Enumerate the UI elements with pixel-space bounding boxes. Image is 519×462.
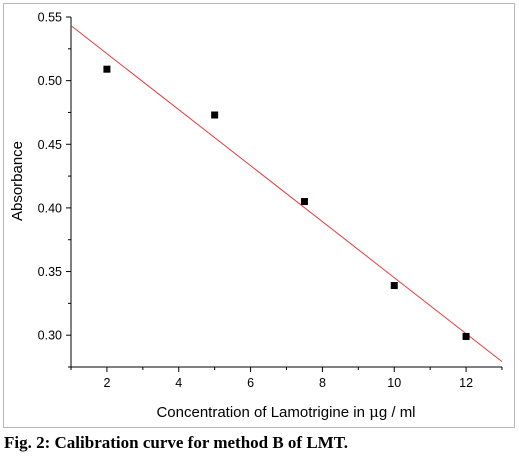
regression-line bbox=[70, 25, 503, 363]
y-tick-label: 0.30 bbox=[38, 329, 62, 343]
x-tick-label: 12 bbox=[459, 376, 473, 390]
y-tick-label: 0.40 bbox=[38, 201, 62, 215]
data-point bbox=[103, 65, 111, 73]
figure-caption: Fig. 2: Calibration curve for method B o… bbox=[4, 433, 349, 452]
x-tick-label: 8 bbox=[319, 376, 326, 390]
y-tick-label: 0.55 bbox=[38, 11, 62, 25]
y-tick-label: 0.50 bbox=[38, 74, 62, 88]
x-axis-title-part-2: g / ml bbox=[379, 404, 416, 421]
y-tick-label: 0.35 bbox=[38, 265, 62, 279]
y-tick-label: 0.45 bbox=[38, 138, 62, 152]
ticks: 2 4 6 8 10 12 0.30 0.35 0.40 0.45 0.50 0.55 bbox=[38, 11, 503, 390]
data-points bbox=[103, 65, 470, 340]
x-axis-title: Concentration of Lamotrigine in μg / ml bbox=[156, 403, 415, 421]
figure-border bbox=[3, 3, 515, 428]
calibration-chart: 2 4 6 8 10 12 0.30 0.35 0.40 0.45 0.50 0.55 Absorba… bbox=[9, 11, 503, 421]
x-tick-label: 6 bbox=[247, 376, 254, 390]
x-tick-label: 2 bbox=[103, 376, 110, 390]
data-point bbox=[300, 198, 308, 206]
x-tick-label: 4 bbox=[175, 376, 182, 390]
axes bbox=[70, 17, 502, 368]
fit-line-layer bbox=[70, 25, 503, 363]
data-point bbox=[390, 282, 398, 290]
x-axis-title-part-1: Concentration of Lamotrigine in bbox=[156, 404, 369, 421]
x-axis-title-mu: μ bbox=[369, 403, 379, 421]
x-tick-label: 10 bbox=[387, 376, 401, 390]
data-point bbox=[211, 111, 219, 119]
y-axis-title: Absorbance bbox=[9, 141, 26, 221]
data-point bbox=[462, 332, 470, 340]
